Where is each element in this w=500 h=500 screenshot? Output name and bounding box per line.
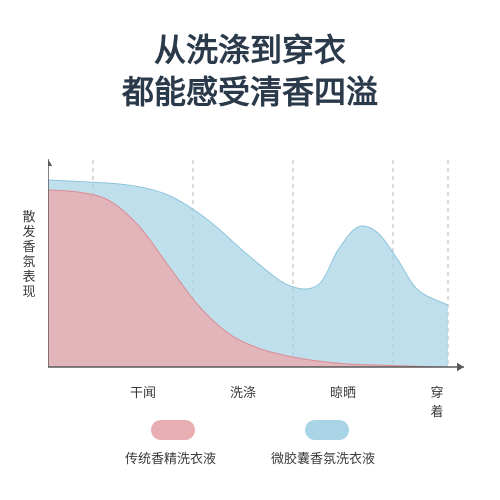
chart-title: 从洗涤到穿衣 都能感受清香四溢	[0, 0, 500, 113]
legend-swatch-microcapsule	[305, 420, 349, 440]
title-line-2: 都能感受清香四溢	[0, 72, 500, 114]
x-axis-labels: 干闻 洗涤 晾晒 穿着	[48, 382, 468, 402]
x-label-0: 干闻	[130, 382, 156, 401]
title-line-1: 从洗涤到穿衣	[0, 30, 500, 72]
x-label-3: 穿着	[431, 382, 456, 420]
y-axis-label: 散发香氛表现	[20, 210, 38, 300]
x-label-2: 晾晒	[330, 382, 356, 401]
legend-label-traditional: 传统香精洗衣液	[125, 448, 216, 467]
legend: 传统香精洗衣液 微胶囊香氛洗衣液	[0, 420, 500, 467]
x-label-1: 洗涤	[230, 382, 256, 401]
legend-swatches	[0, 420, 500, 440]
chart-svg	[48, 155, 468, 375]
legend-labels: 传统香精洗衣液 微胶囊香氛洗衣液	[0, 448, 500, 467]
legend-label-microcapsule: 微胶囊香氛洗衣液	[271, 448, 375, 467]
chart-area	[48, 155, 468, 375]
legend-swatch-traditional	[151, 420, 195, 440]
chart-container: 从洗涤到穿衣 都能感受清香四溢 散发香氛表现 干闻 洗涤 晾晒 穿着 传统香精洗…	[0, 0, 500, 500]
